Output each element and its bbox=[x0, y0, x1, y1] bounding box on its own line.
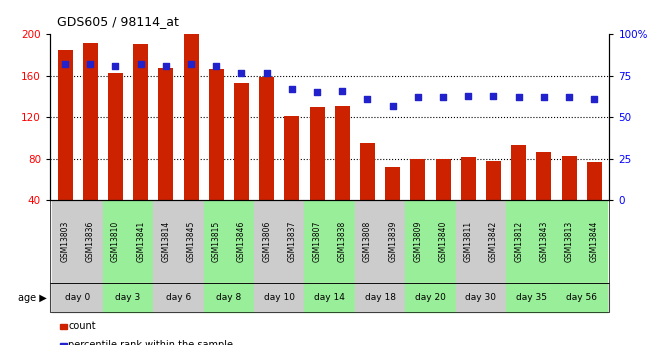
Point bbox=[488, 93, 499, 99]
Bar bbox=[184, 34, 198, 200]
Text: GSM13838: GSM13838 bbox=[338, 221, 347, 262]
Point bbox=[211, 63, 222, 69]
Text: GSM13814: GSM13814 bbox=[161, 221, 170, 262]
Bar bbox=[561, 156, 577, 200]
Text: day 3: day 3 bbox=[115, 293, 141, 302]
Bar bbox=[436, 159, 451, 200]
Bar bbox=[587, 162, 602, 200]
Text: GSM13837: GSM13837 bbox=[287, 221, 296, 262]
Text: day 56: day 56 bbox=[566, 293, 597, 302]
Text: GSM13807: GSM13807 bbox=[312, 221, 322, 262]
Text: GSM13844: GSM13844 bbox=[590, 221, 599, 262]
Text: GSM13839: GSM13839 bbox=[388, 221, 397, 262]
Point bbox=[135, 61, 146, 67]
Bar bbox=[159, 68, 173, 200]
Text: GSM13843: GSM13843 bbox=[539, 221, 548, 262]
Point bbox=[337, 88, 348, 93]
Text: day 18: day 18 bbox=[364, 293, 396, 302]
Bar bbox=[385, 167, 400, 200]
Point bbox=[286, 86, 297, 92]
Text: GDS605 / 98114_at: GDS605 / 98114_at bbox=[57, 14, 178, 28]
Point bbox=[438, 95, 448, 100]
Point bbox=[186, 61, 196, 67]
Text: GSM13811: GSM13811 bbox=[464, 221, 473, 262]
Bar bbox=[536, 152, 551, 200]
Point bbox=[261, 70, 272, 75]
Bar bbox=[108, 73, 123, 200]
Text: GSM13812: GSM13812 bbox=[514, 221, 523, 262]
Point bbox=[463, 93, 474, 99]
Bar bbox=[310, 107, 324, 200]
Point bbox=[236, 70, 247, 75]
Text: GSM13809: GSM13809 bbox=[414, 221, 422, 262]
Text: count: count bbox=[69, 321, 96, 331]
Text: day 0: day 0 bbox=[65, 293, 91, 302]
Text: day 8: day 8 bbox=[216, 293, 242, 302]
Text: GSM13842: GSM13842 bbox=[489, 221, 498, 262]
Point bbox=[85, 61, 96, 67]
Bar bbox=[486, 161, 501, 200]
Text: day 14: day 14 bbox=[314, 293, 345, 302]
Text: GSM13806: GSM13806 bbox=[262, 221, 271, 262]
Point bbox=[161, 63, 171, 69]
Text: day 10: day 10 bbox=[264, 293, 295, 302]
Point bbox=[539, 95, 549, 100]
Text: GSM13815: GSM13815 bbox=[212, 221, 220, 262]
Text: percentile rank within the sample: percentile rank within the sample bbox=[69, 340, 233, 345]
Bar bbox=[57, 50, 73, 200]
Text: day 30: day 30 bbox=[466, 293, 496, 302]
Bar bbox=[133, 44, 149, 200]
Text: age ▶: age ▶ bbox=[18, 293, 47, 303]
Text: day 20: day 20 bbox=[415, 293, 446, 302]
Point bbox=[60, 61, 71, 67]
Bar bbox=[259, 77, 274, 200]
Bar bbox=[461, 157, 476, 200]
Point bbox=[589, 96, 599, 102]
Bar bbox=[208, 69, 224, 200]
Text: GSM13841: GSM13841 bbox=[136, 221, 145, 262]
Bar bbox=[360, 143, 375, 200]
Bar bbox=[410, 159, 426, 200]
Point bbox=[513, 95, 524, 100]
Text: GSM13810: GSM13810 bbox=[111, 221, 120, 262]
Text: GSM13813: GSM13813 bbox=[565, 221, 573, 262]
Text: GSM13808: GSM13808 bbox=[363, 221, 372, 262]
Text: GSM13846: GSM13846 bbox=[237, 221, 246, 262]
Bar bbox=[511, 145, 526, 200]
Point bbox=[110, 63, 121, 69]
Text: GSM13836: GSM13836 bbox=[86, 221, 95, 262]
Text: GSM13840: GSM13840 bbox=[439, 221, 448, 262]
Point bbox=[312, 90, 322, 95]
Point bbox=[388, 103, 398, 108]
Bar bbox=[335, 106, 350, 200]
Text: day 6: day 6 bbox=[166, 293, 191, 302]
Bar bbox=[83, 43, 98, 200]
Text: day 35: day 35 bbox=[515, 293, 547, 302]
Text: GSM13803: GSM13803 bbox=[61, 221, 69, 262]
Bar bbox=[234, 83, 249, 200]
Text: GSM13845: GSM13845 bbox=[186, 221, 196, 262]
Point bbox=[362, 96, 373, 102]
Bar bbox=[284, 116, 300, 200]
Point bbox=[412, 95, 423, 100]
Point bbox=[563, 95, 574, 100]
